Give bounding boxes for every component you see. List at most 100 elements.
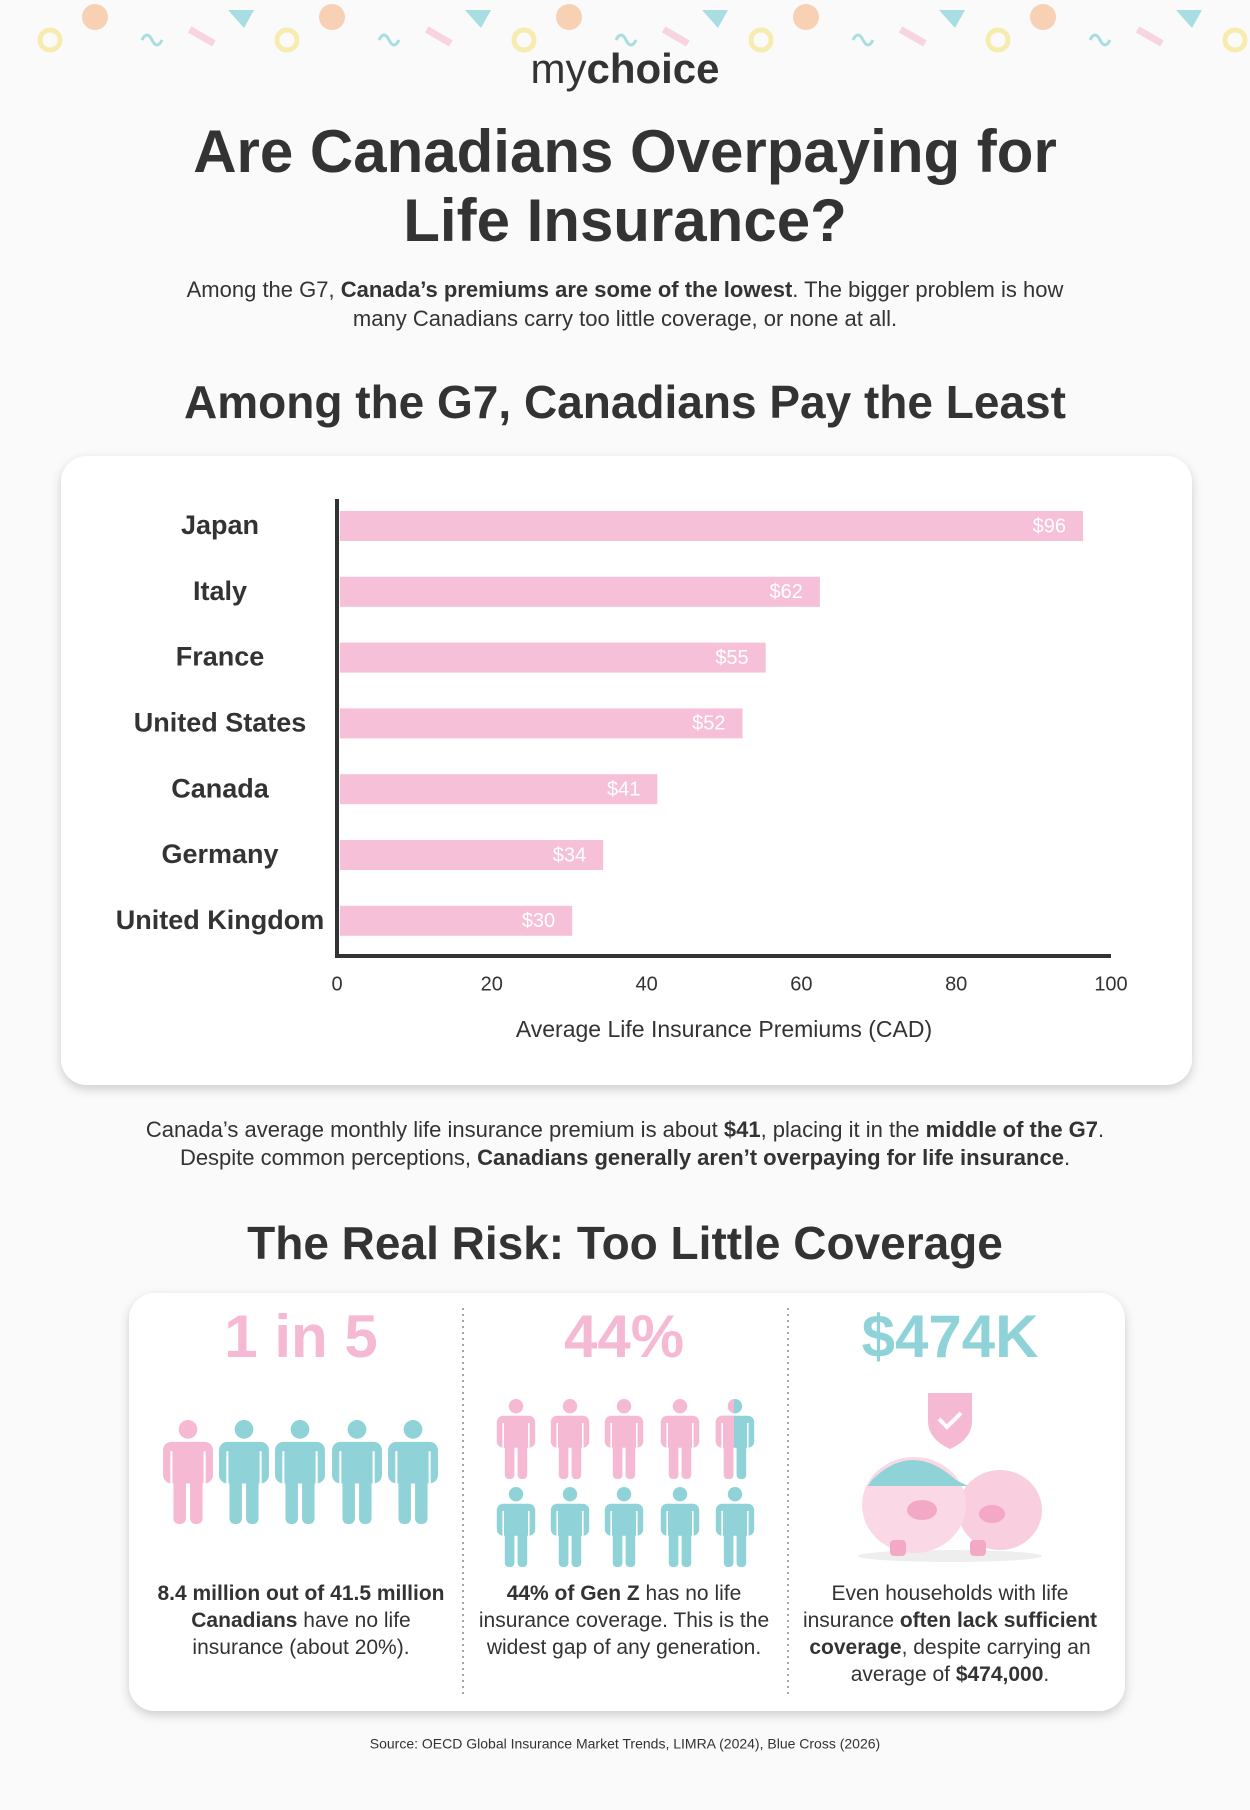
person-gap [372,1451,375,1484]
stat-value: 1 in 5 [224,1303,377,1370]
shield-check [937,1411,963,1430]
bar-value-label: $96 [1033,515,1066,537]
confetti-tri [702,10,728,28]
person-head [616,1487,632,1502]
confetti [37,4,1248,53]
confetti-wave [140,33,164,47]
logo-choice: choice [586,45,719,92]
person-head [562,1487,578,1502]
person-gap [339,1451,342,1484]
confetti-dot [37,27,63,53]
title: Are Canadians Overpaying for [193,118,1057,185]
text-run: . [1043,1663,1049,1686]
subtitle-line: Among the G7, Canada’s premiums are some… [187,277,1064,302]
confetti-dot [511,27,537,53]
confetti-bar [1135,26,1164,47]
person-leg [173,1472,186,1524]
bar-value-label: $41 [607,778,640,800]
person-gap [203,1451,206,1484]
text-run: Among the G7, [187,277,341,302]
person-leg [517,1527,528,1567]
text-run: insurance [803,1609,900,1632]
pig-leg [890,1540,906,1556]
text-run: Canadians generally aren’t overpaying fo… [477,1145,1064,1170]
x-tick-label: 20 [481,973,503,995]
person-leg [668,1439,679,1479]
stat-text-line: insurance (about 20%). [192,1636,409,1659]
source: Source: OECD Global Insurance Market Tre… [370,1736,880,1752]
bar-value-label: $52 [692,713,725,735]
bar-value-label: $62 [770,581,803,603]
bar-value-label: $34 [553,844,586,866]
person-gap [747,1511,749,1536]
person-gap [721,1423,723,1448]
text-run: average of [851,1663,956,1686]
bar [340,774,658,805]
y-tick-label: Germany [161,839,278,869]
stat-text-line: insurance coverage. This is the [479,1609,769,1632]
confetti-dot [274,27,300,53]
person-gap [692,1511,694,1536]
person-head [508,1487,524,1502]
text-run: $41 [724,1117,761,1142]
x-tick-label: 60 [790,973,812,995]
person-icon [496,1487,536,1567]
person-leg [302,1472,315,1524]
person-head [616,1399,632,1414]
person-leg [612,1439,623,1479]
bar [340,708,743,739]
x-axis-label: Average Life Insurance Premiums (CAD) [516,1016,932,1042]
person-gap [282,1451,285,1484]
person-gap [582,1423,584,1448]
bar [340,511,1084,541]
person-head [562,1399,578,1414]
pig-snout [907,1500,937,1520]
confetti-dot [748,27,774,53]
person-head [347,1420,367,1439]
person-head [672,1399,688,1414]
person-gap [259,1451,262,1484]
person-leg [246,1472,259,1524]
person-gap [226,1451,229,1484]
bar [340,840,604,870]
icons [163,1393,1042,1567]
person-icon [715,1487,755,1567]
person-gap [582,1511,584,1536]
text-run: 44% of Gen Z [507,1582,640,1605]
person-leg [736,1439,747,1479]
text-run: Despite common perceptions, [180,1145,477,1170]
person-leg [558,1439,569,1479]
person-icon [660,1399,700,1479]
x-tick-label: 80 [945,973,967,995]
text-run: . The bigger problem is how [792,277,1063,302]
person-gap [556,1423,558,1448]
text-run: has no life [640,1582,742,1605]
x-tick-label: 100 [1094,973,1127,995]
confetti-bar [898,26,927,47]
x-tick-label: 40 [635,973,657,995]
chart-card [61,456,1192,1085]
confetti-tri [939,10,965,28]
person-gap [747,1423,749,1448]
person-leg [342,1472,355,1524]
person-gap [395,1451,398,1484]
person-gap [721,1511,723,1536]
y-tick-label: Canada [171,773,270,803]
stats-card [129,1293,1125,1711]
person-head [672,1487,688,1502]
confetti-dot [556,4,582,30]
person-leg [571,1527,582,1567]
confetti-tri [465,10,491,28]
person-head [403,1420,423,1439]
confetti-dot [985,27,1011,53]
person-gap [428,1451,431,1484]
person-leg [723,1527,734,1567]
text-run: insurance (about 20%). [192,1636,409,1659]
stat-value: 44% [564,1303,684,1370]
person-leg [517,1439,528,1479]
person-leg [190,1472,203,1524]
stat-text-line: widest gap of any generation. [486,1636,761,1659]
person-icon [550,1399,590,1479]
person-gap [666,1511,668,1536]
confetti-tri [1176,10,1202,28]
